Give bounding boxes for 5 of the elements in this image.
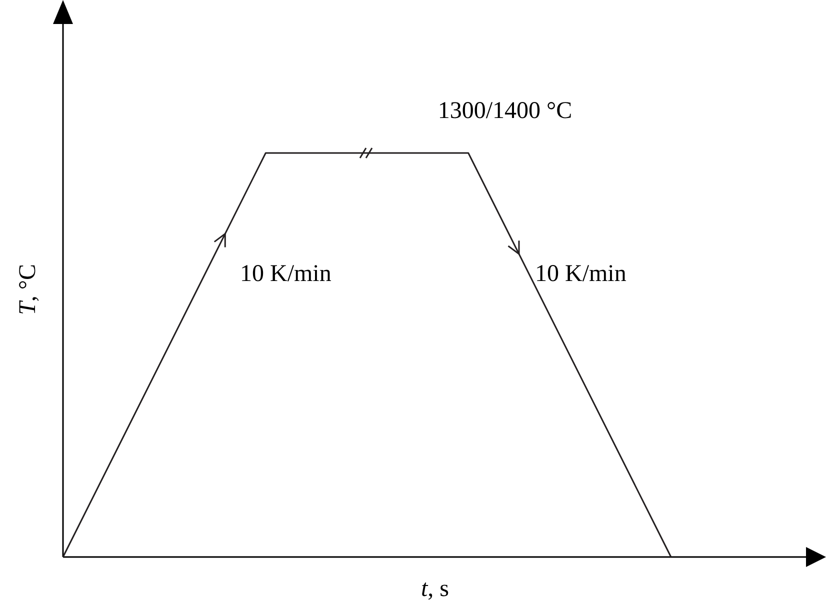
annotation: 10 K/min (240, 261, 332, 287)
x-axis-title: t, s (420, 576, 450, 602)
annotation: 10 K/min (535, 261, 626, 287)
text: 1300/1400 °C (438, 98, 572, 124)
y-axis-title: T, °C (15, 264, 41, 315)
